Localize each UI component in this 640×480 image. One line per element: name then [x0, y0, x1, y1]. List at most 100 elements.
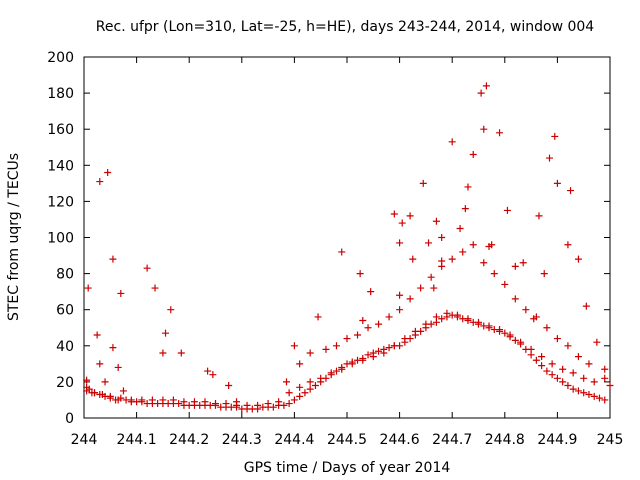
data-point [511, 336, 519, 344]
data-point [367, 288, 375, 296]
data-point [143, 264, 151, 272]
data-point [595, 394, 603, 402]
y-tick-label: 20 [56, 375, 74, 391]
data-point [280, 401, 288, 409]
data-point [296, 383, 304, 391]
data-point [574, 387, 582, 395]
data-point [574, 353, 582, 361]
x-tick-label: 244.7 [432, 432, 472, 448]
data-point [432, 313, 440, 321]
data-point [543, 324, 551, 332]
data-point [574, 255, 582, 263]
data-point [506, 331, 514, 339]
data-point [306, 385, 314, 393]
data-point [396, 239, 404, 247]
x-tick-label: 244.5 [327, 432, 367, 448]
data-point [322, 345, 330, 353]
data-point [317, 374, 325, 382]
data-point [159, 349, 167, 357]
x-tick-label: 245 [597, 432, 624, 448]
data-point [390, 342, 398, 350]
data-point [269, 403, 277, 411]
data-point [469, 150, 477, 158]
data-point [419, 179, 427, 187]
data-point [311, 382, 319, 390]
data-point [438, 234, 446, 241]
data-point [127, 396, 135, 404]
data-point [519, 259, 527, 267]
data-point [564, 382, 572, 390]
data-point [332, 367, 340, 375]
data-point [290, 342, 298, 350]
data-point [496, 129, 504, 137]
data-point [532, 313, 540, 321]
data-point [448, 138, 456, 146]
data-point [553, 335, 561, 343]
data-point [480, 259, 488, 267]
y-tick-label: 120 [47, 194, 74, 210]
data-point [601, 396, 609, 404]
data-point [151, 284, 159, 292]
data-point [83, 376, 91, 384]
data-point [396, 306, 404, 314]
data-point [233, 398, 241, 406]
data-point [159, 396, 167, 404]
data-point [464, 315, 472, 323]
data-point [96, 360, 104, 368]
data-point [359, 317, 367, 325]
data-point [190, 398, 198, 406]
data-point [580, 374, 588, 382]
data-point [406, 212, 414, 220]
data-point [375, 320, 383, 328]
y-tick-label: 80 [56, 267, 74, 283]
data-point [96, 391, 104, 399]
data-point [212, 400, 219, 408]
data-point [314, 313, 322, 321]
data-point [180, 398, 188, 406]
data-point [338, 248, 346, 256]
x-tick-label: 244.9 [537, 432, 577, 448]
data-point [296, 392, 304, 400]
data-point [380, 349, 388, 357]
data-point [488, 241, 496, 249]
data-point [477, 89, 485, 97]
data-point [148, 396, 156, 404]
data-point [411, 327, 419, 335]
data-point [285, 389, 293, 397]
data-point [538, 362, 546, 370]
data-point [225, 382, 233, 390]
data-point [167, 306, 175, 314]
data-point [590, 378, 598, 386]
data-point [301, 389, 309, 397]
data-point [438, 262, 446, 270]
data-point [364, 351, 372, 359]
data-point [432, 217, 440, 225]
x-tick-label: 244.2 [169, 432, 209, 448]
data-point [464, 183, 472, 191]
data-point [306, 349, 314, 357]
x-tick-label: 244.6 [380, 432, 420, 448]
data-point [564, 342, 572, 350]
data-point [469, 241, 477, 249]
data-point [553, 179, 561, 187]
data-point [522, 306, 530, 314]
data-point [409, 255, 417, 263]
data-point [538, 353, 546, 361]
y-tick-label: 100 [47, 231, 74, 247]
data-point [169, 396, 177, 404]
data-point [590, 392, 598, 400]
data-point [343, 335, 351, 343]
data-point [585, 391, 593, 399]
data-point [546, 154, 554, 162]
data-point [348, 360, 356, 368]
data-point [532, 356, 540, 364]
data-point [569, 369, 577, 377]
data-point [448, 255, 456, 263]
data-point [485, 322, 493, 330]
data-point [222, 400, 230, 408]
data-point [296, 360, 304, 368]
data-point [606, 382, 614, 390]
data-point [540, 270, 548, 278]
data-point [396, 291, 404, 299]
